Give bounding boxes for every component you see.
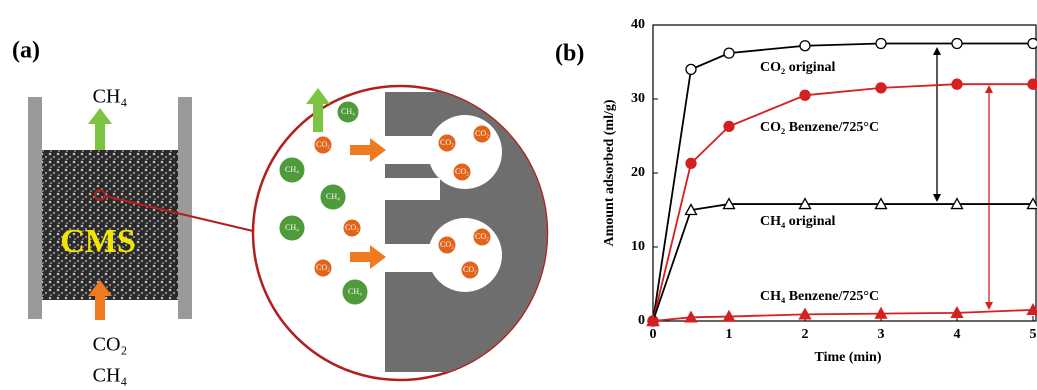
panel-label: (a) [12, 38, 40, 64]
molecule-label: CH₄ [348, 287, 362, 296]
data-point [724, 48, 734, 58]
outlet-arrow [88, 108, 112, 150]
panel-label: (b) [555, 41, 584, 67]
y-tick-label: 40 [631, 17, 645, 32]
outlet-label: CH₄ [93, 86, 128, 108]
molecule-label: CO₂ [455, 167, 469, 176]
molecule-label: CO₂ [345, 223, 359, 232]
data-point [876, 39, 886, 49]
x-axis-label: Time (min) [814, 350, 881, 365]
arrowhead [985, 85, 993, 93]
x-tick-label: 4 [954, 327, 961, 342]
molecule-label: CH₄ [341, 107, 355, 116]
series-line [653, 310, 1033, 321]
molecule-label: CO₂ [316, 140, 330, 149]
column-wall [28, 97, 42, 319]
data-point [952, 39, 962, 49]
x-tick-label: 5 [1030, 327, 1037, 342]
arrowhead [933, 194, 941, 202]
data-point [1028, 79, 1037, 89]
column-wall [178, 97, 192, 319]
data-point [1028, 39, 1037, 49]
figure: (a) CMS CH₄ CO₂ CH₄ CH₄ CH₄ CH₄ CH₄ CH₄ CO₂ CO… [0, 0, 1037, 390]
inlet-label: CO₂ [93, 334, 128, 356]
y-tick-label: 20 [631, 165, 645, 180]
panel-b: (b) Amount adsorbed (ml/g) Time (min) 0 1… [555, 17, 1037, 365]
x-tick-label: 0 [650, 327, 657, 342]
y-tick-label: 10 [631, 239, 645, 254]
data-point [800, 90, 810, 100]
molecule-label: CH₄ [326, 192, 340, 201]
series-label: CH₄ original [760, 214, 835, 229]
x-tick-label: 1 [726, 327, 733, 342]
data-point [800, 41, 810, 51]
molecule-label: CO₂ [463, 265, 477, 274]
molecule-label: CH₄ [285, 223, 299, 232]
y-tick-label: 0 [638, 313, 645, 328]
x-tick-label: 2 [802, 327, 809, 342]
panel-a: (a) CMS CH₄ CO₂ CH₄ CH₄ CH₄ CH₄ CH₄ CH₄ CO₂ CO… [12, 38, 555, 387]
data-point [724, 121, 734, 131]
inlet-label: CH₄ [93, 365, 128, 387]
series-line [653, 44, 1033, 322]
molecule-label: CO₂ [440, 138, 454, 147]
arrowhead [933, 47, 941, 55]
y-axis-label: Amount adsorbed (ml/g) [602, 99, 617, 246]
molecule-label: CO₂ [475, 232, 489, 241]
series-label: CH₄ Benzene/725°C [760, 289, 879, 304]
data-point [952, 79, 962, 89]
data-point [686, 158, 696, 168]
molecule-label: CH₄ [285, 165, 299, 174]
series-label: CO₂ Benzene/725°C [760, 120, 879, 135]
molecule-label: CO₂ [316, 263, 330, 272]
series-label: CO₂ original [760, 60, 835, 75]
molecule-label: CO₂ [440, 240, 454, 249]
plot-frame [653, 25, 1036, 321]
data-point [686, 64, 696, 74]
molecule-label: CO₂ [475, 129, 489, 138]
y-tick-label: 30 [631, 91, 645, 106]
data-point [876, 83, 886, 93]
cms-label: CMS [60, 223, 136, 260]
arrowhead [985, 302, 993, 310]
x-tick-label: 3 [878, 327, 885, 342]
pore-structure [385, 92, 555, 372]
